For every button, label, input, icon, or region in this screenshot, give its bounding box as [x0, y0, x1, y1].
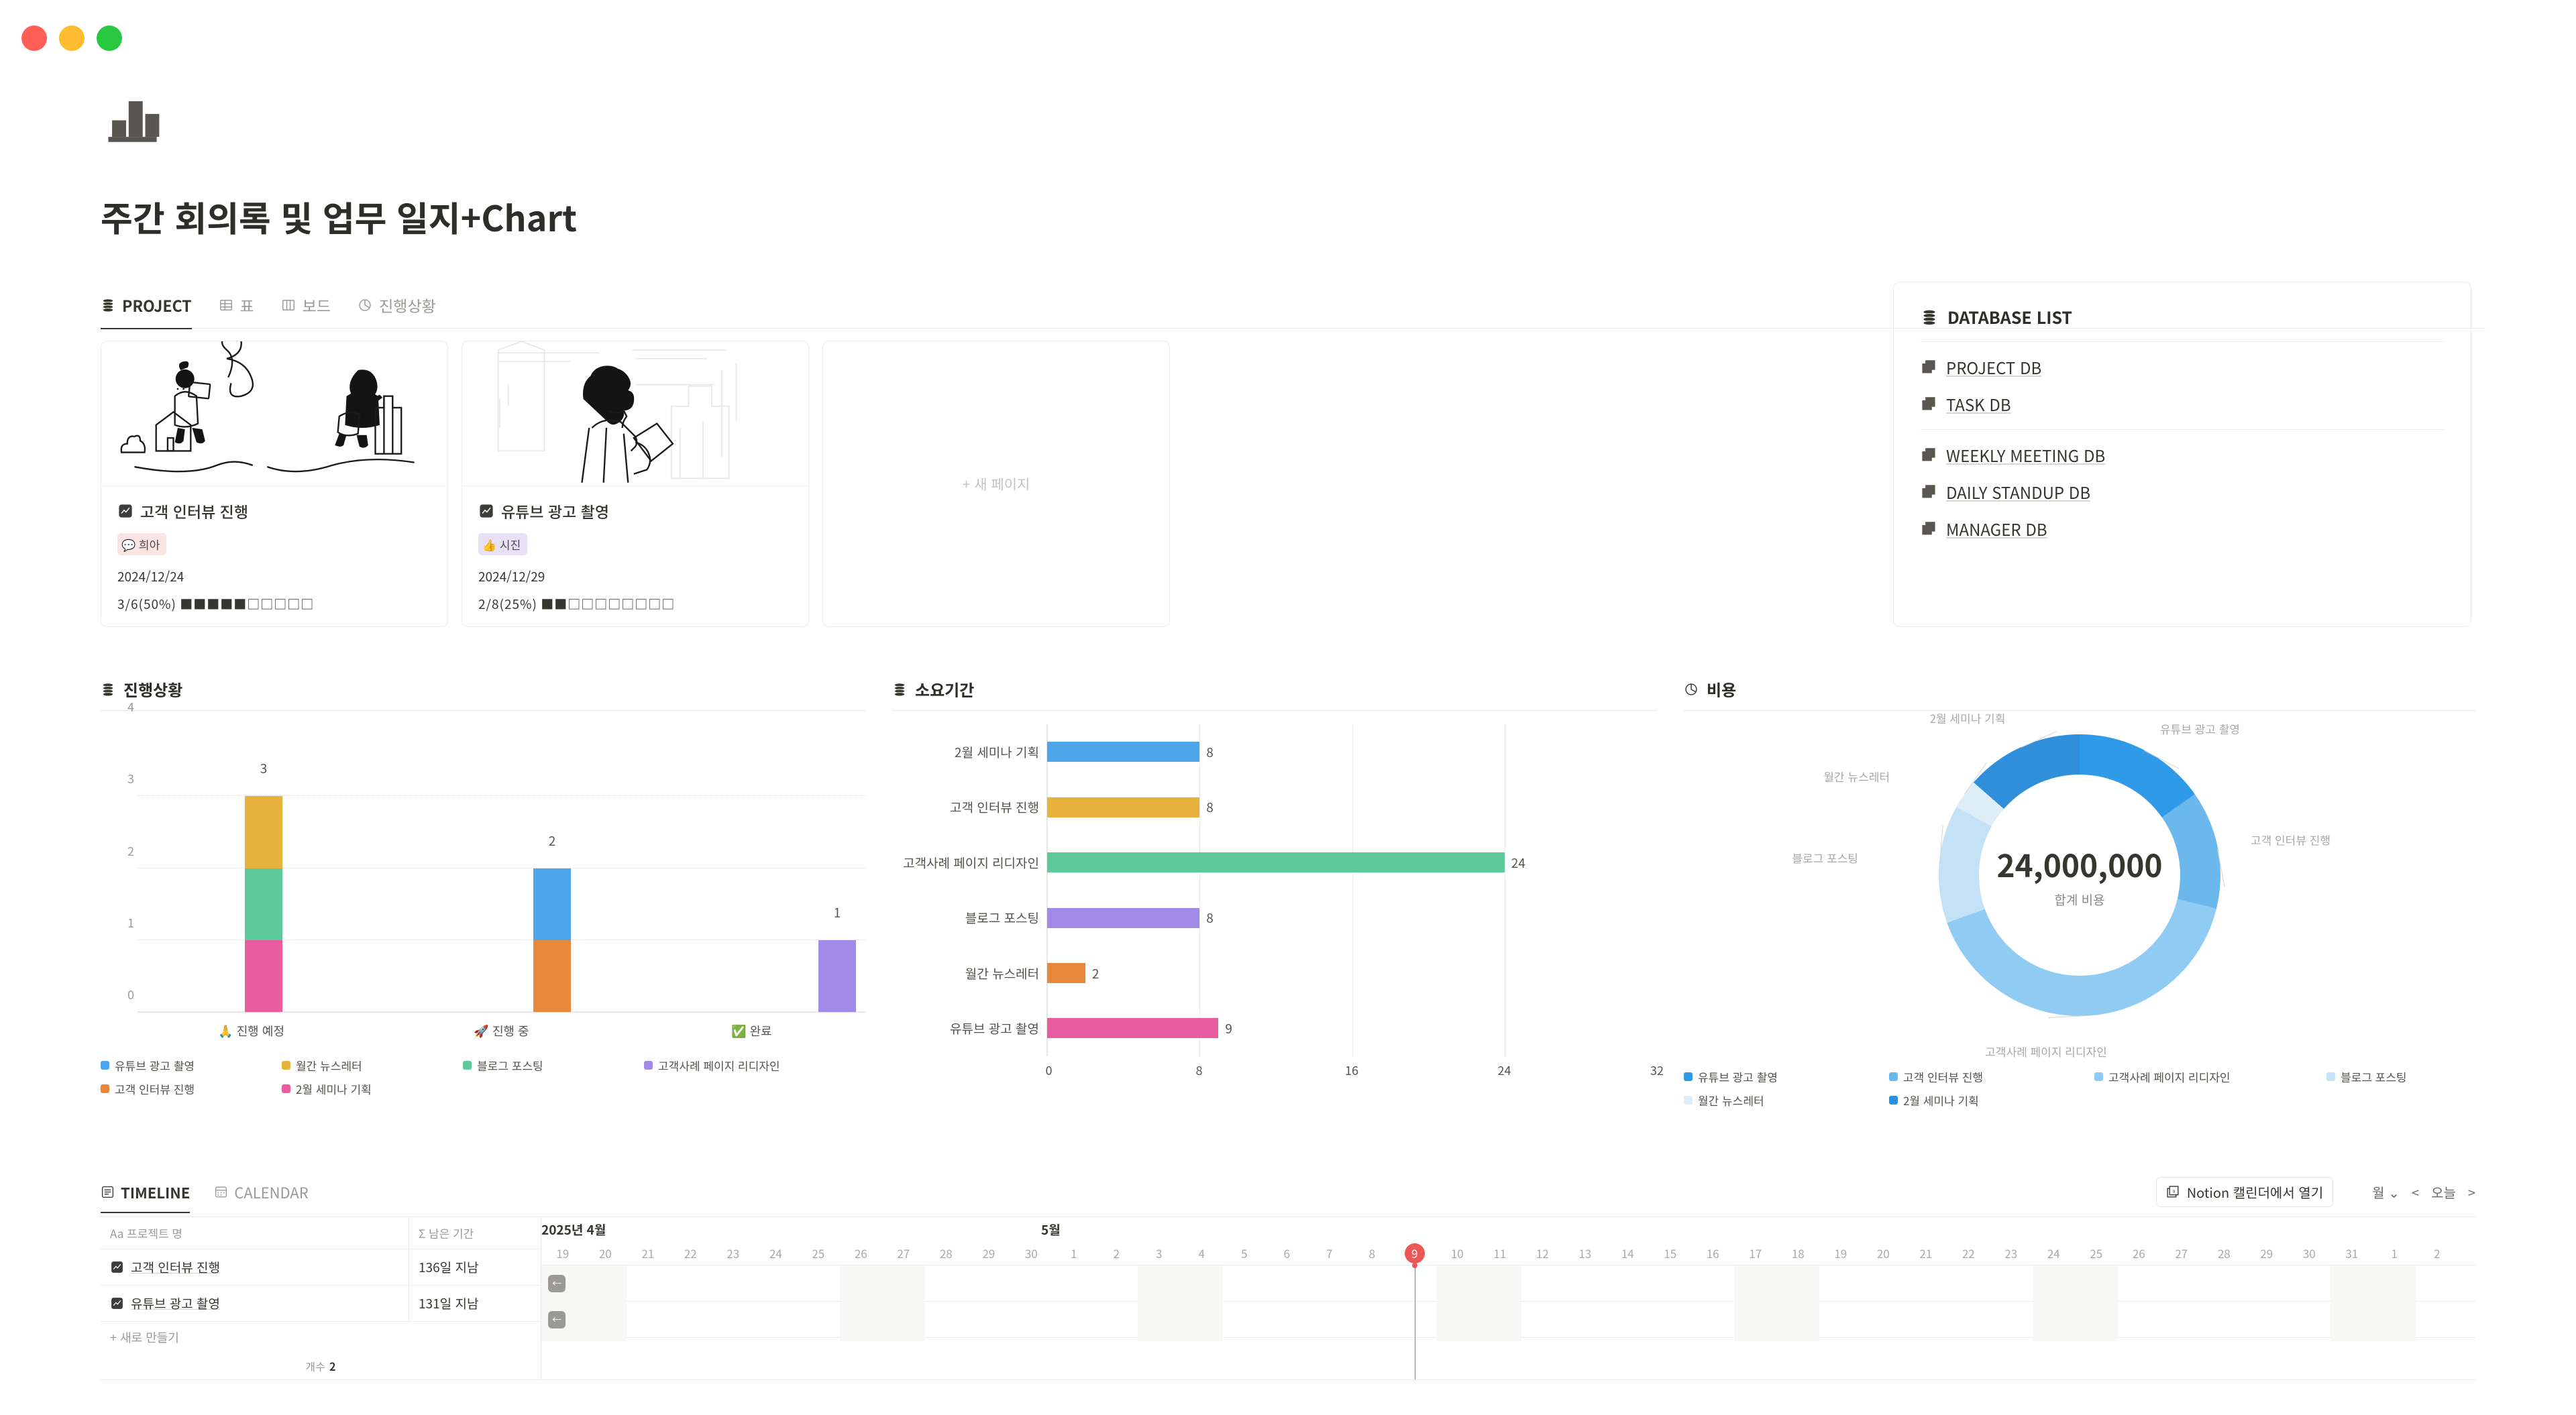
- svg-text:9: 9: [2172, 1188, 2175, 1194]
